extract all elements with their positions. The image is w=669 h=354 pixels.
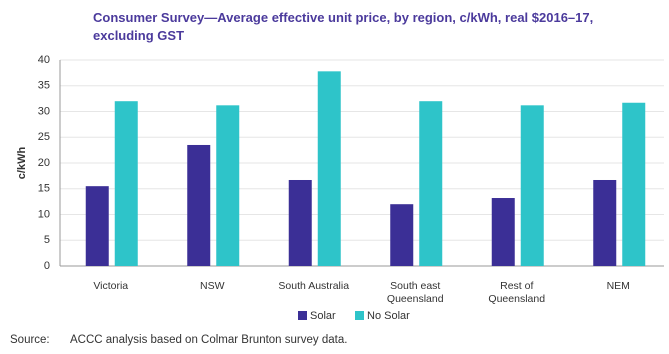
- y-tick-label: 30: [38, 105, 50, 117]
- x-tick-label: Rest of Queensland: [488, 280, 546, 305]
- bar: [114, 101, 138, 266]
- x-tick-label: NEM: [606, 280, 630, 292]
- x-tick-label: NSW: [200, 280, 225, 292]
- y-tick-label: 25: [38, 131, 50, 143]
- bar: [419, 101, 443, 266]
- y-tick-label: 0: [44, 260, 50, 272]
- y-axis-label: c/kWh: [16, 147, 28, 180]
- bar: [187, 144, 211, 266]
- y-tick-label: 35: [38, 80, 50, 92]
- x-tick-label: South east Queensland: [386, 280, 444, 305]
- y-tick-label: 40: [38, 54, 50, 66]
- source-label: Source:: [10, 334, 50, 346]
- bar: [216, 105, 240, 266]
- legend-swatch: [355, 311, 364, 320]
- x-tick-label: Victoria: [93, 280, 129, 292]
- bar: [288, 179, 312, 266]
- x-tick-label: South Australia: [278, 280, 350, 292]
- legend-label: Solar: [310, 310, 336, 322]
- bar: [390, 204, 414, 266]
- chart-title: Consumer Survey—Average effective unit p…: [93, 10, 594, 43]
- legend-swatch: [298, 311, 307, 320]
- y-tick-label: 10: [38, 208, 50, 220]
- bar: [317, 71, 341, 266]
- y-tick-label: 15: [38, 183, 50, 195]
- bar: [593, 179, 617, 266]
- legend-label: No Solar: [367, 310, 410, 322]
- source-text: ACCC analysis based on Colmar Brunton su…: [70, 334, 348, 346]
- bar: [85, 186, 109, 266]
- bar: [622, 102, 646, 267]
- y-tick-label: 5: [44, 234, 50, 246]
- bar: [520, 105, 544, 266]
- bar: [491, 198, 515, 266]
- y-tick-label: 20: [38, 157, 50, 169]
